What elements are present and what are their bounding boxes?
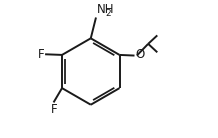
Text: 2: 2 — [106, 9, 111, 18]
Text: F: F — [38, 48, 44, 61]
Text: O: O — [135, 48, 144, 61]
Text: NH: NH — [97, 3, 114, 16]
Text: F: F — [51, 104, 57, 116]
